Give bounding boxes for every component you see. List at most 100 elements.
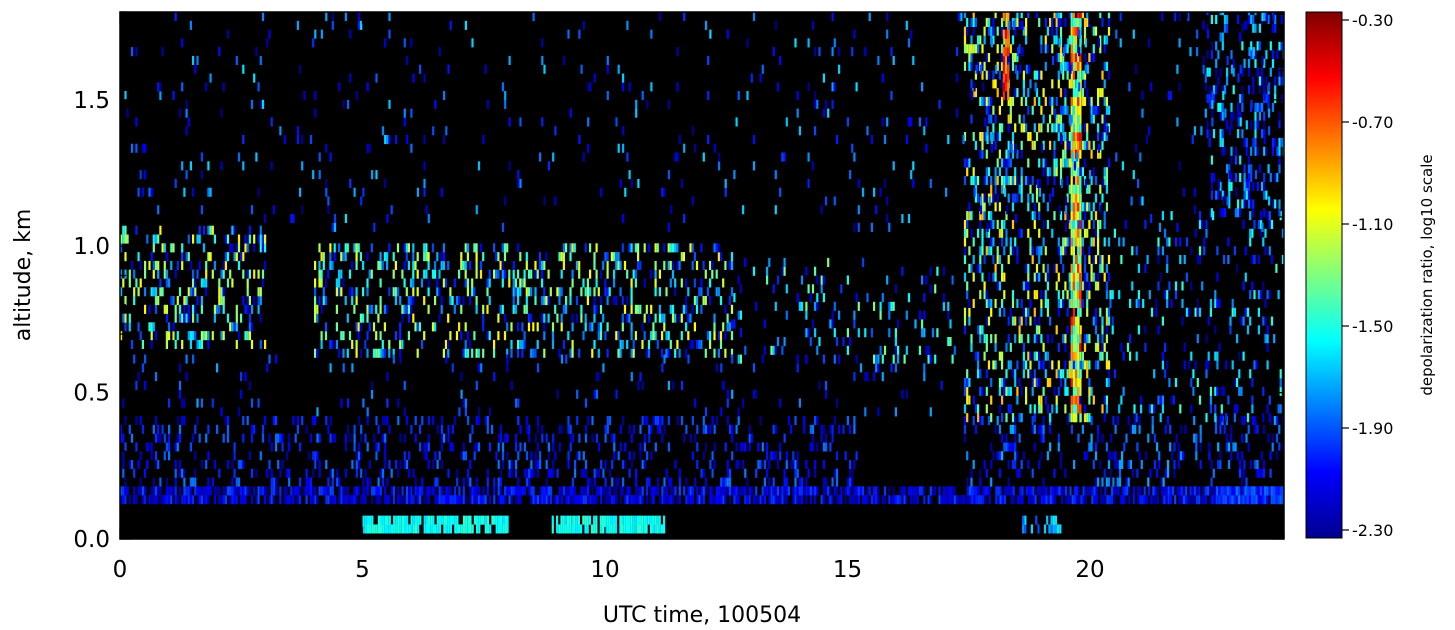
- heatmap-cell: [178, 287, 182, 297]
- heatmap-cell: [768, 459, 771, 469]
- heatmap-cell: [322, 296, 325, 306]
- heatmap-cell: [1244, 246, 1247, 256]
- heatmap-cell: [798, 495, 801, 505]
- heatmap-cell: [921, 319, 924, 329]
- heatmap-cell: [333, 252, 336, 262]
- heatmap-cell: [477, 348, 480, 358]
- heatmap-cell: [1079, 219, 1082, 229]
- heatmap-cell: [366, 486, 369, 496]
- heatmap-cell: [1244, 307, 1247, 317]
- heatmap-cell: [436, 287, 439, 297]
- heatmap-cell: [831, 310, 834, 320]
- heatmap-cell: [1256, 468, 1259, 478]
- heatmap-cell: [694, 433, 697, 443]
- heatmap-cell: [517, 348, 520, 358]
- heatmap-cell: [1088, 140, 1091, 150]
- heatmap-cell: [148, 322, 151, 332]
- heatmap-cell: [1161, 246, 1164, 256]
- heatmap-cell: [1241, 416, 1244, 426]
- heatmap-cell: [541, 424, 544, 434]
- heatmap-cell: [582, 515, 585, 525]
- heatmap-cell: [985, 290, 988, 300]
- heatmap-cell: [985, 228, 988, 238]
- heatmap-cell: [1077, 167, 1080, 177]
- heatmap-cell: [578, 348, 581, 358]
- heatmap-cell: [985, 342, 988, 352]
- heatmap-cell: [1213, 486, 1216, 496]
- heatmap-cell: [1090, 263, 1093, 273]
- heatmap-cell: [152, 477, 155, 487]
- heatmap-cell: [894, 337, 897, 347]
- heatmap-cell: [1069, 486, 1072, 496]
- heatmap-cell: [551, 515, 554, 525]
- heatmap-cell: [231, 486, 234, 496]
- heatmap-cell: [1011, 298, 1015, 308]
- heatmap-cell: [1033, 290, 1036, 300]
- heatmap-cell: [464, 348, 467, 358]
- heatmap-cell: [584, 243, 587, 253]
- heatmap-cell: [695, 296, 699, 306]
- heatmap-cell: [1079, 140, 1082, 150]
- heatmap-cell: [1103, 272, 1106, 282]
- heatmap-cell: [364, 468, 367, 478]
- heatmap-cell: [593, 296, 596, 306]
- heatmap-cell: [783, 433, 786, 443]
- heatmap-cell: [593, 495, 596, 505]
- heatmap-cell: [473, 287, 476, 297]
- heatmap-cell: [1220, 413, 1223, 423]
- heatmap-cell: [1044, 351, 1047, 361]
- heatmap-cell: [1267, 433, 1270, 443]
- heatmap-cell: [1075, 360, 1078, 370]
- heatmap-cell: [237, 486, 241, 496]
- heatmap-cell: [1051, 17, 1054, 27]
- heatmap-cell: [235, 313, 238, 323]
- heatmap-cell: [1138, 451, 1141, 461]
- heatmap-cell: [580, 287, 583, 297]
- heatmap-cell: [1121, 451, 1124, 461]
- heatmap-cell: [985, 96, 988, 106]
- heatmap-cell: [338, 269, 341, 279]
- heatmap-cell: [1097, 219, 1100, 229]
- heatmap-cell: [1258, 23, 1261, 33]
- heatmap-cell: [1105, 477, 1108, 487]
- heatmap-cell: [346, 243, 349, 253]
- heatmap-cell: [248, 269, 251, 279]
- heatmap-cell: [1022, 342, 1025, 352]
- heatmap-cell: [1088, 255, 1091, 265]
- heatmap-cell: [894, 495, 897, 505]
- heatmap-cell: [1014, 369, 1017, 379]
- heatmap-cell: [774, 495, 777, 505]
- heatmap-cell: [1247, 190, 1251, 200]
- heatmap-cell: [565, 495, 568, 505]
- heatmap-cell: [1231, 495, 1234, 505]
- heatmap-cell: [213, 304, 216, 314]
- heatmap-cell: [384, 459, 387, 469]
- heatmap-cell: [593, 515, 596, 525]
- heatmap-cell: [593, 468, 596, 478]
- heatmap-cell: [427, 486, 430, 496]
- heatmap-cell: [1245, 190, 1248, 200]
- heatmap-cell: [565, 243, 568, 253]
- heatmap-cell: [730, 304, 734, 314]
- heatmap-cell: [562, 339, 565, 349]
- heatmap-cell: [612, 524, 615, 534]
- heatmap-cell: [1077, 211, 1080, 221]
- heatmap-cell: [1070, 61, 1073, 71]
- heatmap-cell: [1081, 298, 1084, 308]
- heatmap-cell: [510, 468, 513, 478]
- heatmap-cell: [990, 193, 993, 203]
- heatmap-cell: [1066, 416, 1069, 426]
- heatmap-cell: [1033, 140, 1036, 150]
- heatmap-cell: [1009, 307, 1012, 317]
- heatmap-cell: [949, 495, 952, 505]
- heatmap-cell: [283, 135, 286, 145]
- heatmap-cell: [124, 296, 127, 306]
- heatmap-cell: [1118, 459, 1122, 469]
- heatmap-cell: [320, 269, 323, 279]
- heatmap-cell: [1001, 360, 1004, 370]
- heatmap-cell: [1062, 61, 1065, 71]
- heatmap-cell: [1250, 146, 1253, 156]
- heatmap-cell: [1160, 477, 1163, 487]
- heatmap-cell: [1238, 351, 1241, 361]
- heatmap-cell: [456, 468, 459, 478]
